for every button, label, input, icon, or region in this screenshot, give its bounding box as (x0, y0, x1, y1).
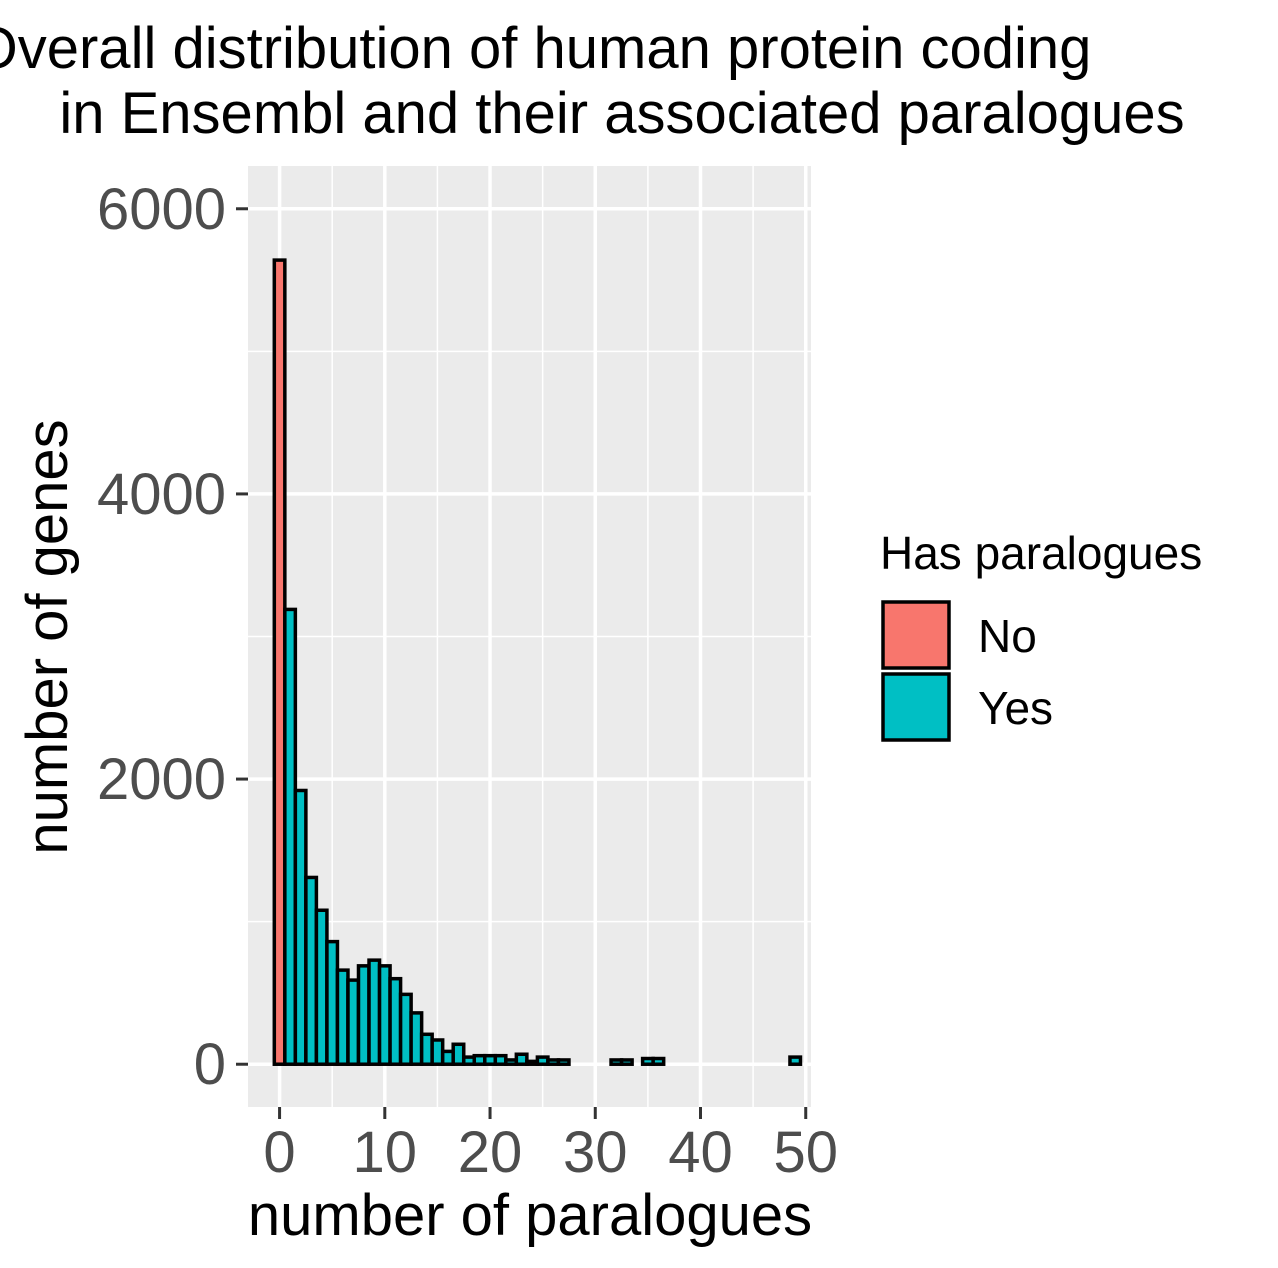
x-axis-title: number of paralogues (248, 1183, 812, 1248)
bar-yes-49 (788, 1055, 803, 1066)
bar-yes-27 (556, 1058, 571, 1066)
legend-label-yes: Yes (978, 682, 1053, 734)
chart-title-line-1: Overall distribution of human protein co… (0, 16, 1091, 81)
y-tick-label: 0 (194, 1032, 226, 1097)
legend-title: Has paralogues (880, 527, 1202, 579)
bar-yes-17 (451, 1042, 466, 1066)
y-tick-label: 6000 (97, 177, 226, 242)
legend-key-no (881, 600, 951, 670)
x-tick-label: 0 (263, 1120, 295, 1185)
y-tick-label: 2000 (97, 747, 226, 812)
bar-yes-23 (514, 1052, 529, 1066)
x-tick-label: 20 (458, 1120, 523, 1185)
x-tick-label: 50 (773, 1120, 838, 1185)
x-axis: 0 10 20 30 40 50 (263, 1107, 838, 1185)
legend-key-yes (881, 672, 951, 742)
x-tick-label: 30 (563, 1120, 628, 1185)
y-tick-label: 4000 (97, 462, 226, 527)
bar-yes-33 (619, 1058, 634, 1066)
y-axis-title: number of genes (15, 419, 80, 854)
bar-yes-36 (651, 1056, 666, 1066)
y-axis: 0 2000 4000 6000 (97, 177, 248, 1097)
x-tick-label: 10 (353, 1120, 418, 1185)
bars-group (272, 258, 803, 1066)
chart-title-line-2: in Ensembl and their associated paralogu… (59, 81, 1184, 146)
legend: Has paralogues No Yes (880, 527, 1202, 742)
legend-label-no: No (978, 610, 1037, 662)
x-tick-label: 40 (668, 1120, 733, 1185)
chart-title: Overall distribution of human protein co… (0, 16, 1185, 146)
